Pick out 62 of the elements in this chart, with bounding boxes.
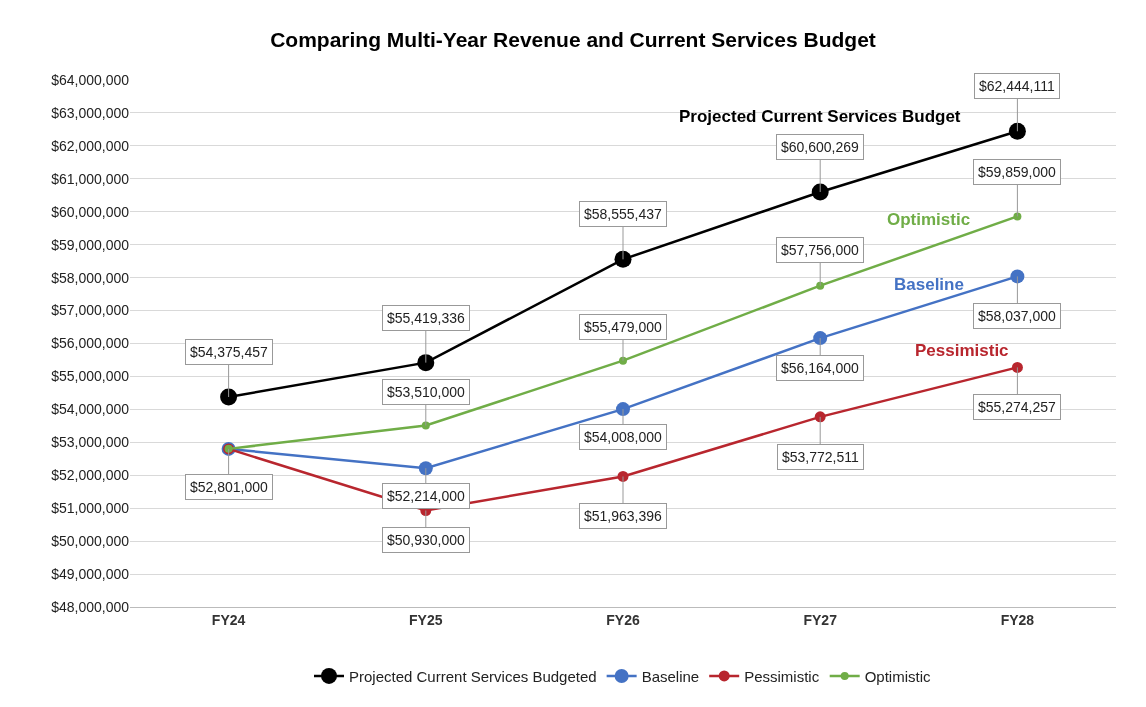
data-label: $62,444,111 (979, 78, 1055, 94)
legend-label: Optimistic (864, 667, 932, 685)
point (417, 354, 435, 372)
data-label: $60,600,269 (781, 139, 860, 155)
point (1011, 361, 1023, 373)
data-label: $55,274,257 (978, 399, 1057, 415)
data-label: $55,479,000 (584, 319, 663, 335)
y-tick-label: $63,000,000 (51, 104, 130, 121)
data-label: $54,375,457 (190, 344, 269, 360)
x-tick-label: FY27 (803, 611, 838, 628)
data-label: $57,756,000 (781, 242, 860, 258)
y-tick-label: $51,000,000 (51, 500, 130, 517)
y-tick-label: $49,000,000 (51, 565, 130, 582)
data-label: $59,859,000 (978, 164, 1057, 180)
x-tick-label: FY24 (211, 611, 246, 628)
annotation: Pessimistic (915, 341, 1009, 360)
data-label: $52,801,000 (190, 479, 269, 495)
x-tick-label: FY26 (606, 611, 640, 628)
y-tick-label: $64,000,000 (51, 71, 130, 88)
data-label: $51,963,396 (584, 508, 663, 524)
y-tick-label: $61,000,000 (51, 170, 130, 187)
annotation: Optimistic (887, 210, 971, 229)
annotation: Projected Current Services Budget (679, 107, 961, 126)
y-tick-label: $62,000,000 (51, 137, 130, 154)
y-tick-label: $57,000,000 (51, 302, 130, 319)
y-tick-label: $56,000,000 (51, 335, 130, 352)
y-tick-label: $60,000,000 (51, 203, 130, 220)
point (813, 331, 828, 346)
chart-title: Comparing Multi-Year Revenue and Current Services Budget (270, 27, 876, 51)
point (816, 281, 825, 290)
point (1010, 269, 1025, 284)
data-label: $53,510,000 (387, 384, 466, 400)
y-tick-label: $58,000,000 (51, 269, 130, 286)
annotation: Baseline (894, 275, 964, 294)
data-label: $58,555,437 (584, 206, 663, 222)
point (811, 183, 829, 201)
legend-label: Pessimistic (744, 667, 820, 685)
y-tick-label: $59,000,000 (51, 236, 130, 253)
y-tick-label: $50,000,000 (51, 533, 130, 550)
x-tick-label: FY28 (1000, 611, 1035, 628)
legend-label: Projected Current Services Budgeted (349, 667, 597, 685)
data-label: $52,214,000 (387, 488, 466, 504)
data-label: $56,164,000 (781, 360, 860, 376)
x-tick-label: FY25 (409, 611, 443, 628)
data-label: $54,008,000 (584, 429, 663, 445)
point (614, 250, 632, 268)
legend-label: Baseline (641, 667, 700, 685)
point (421, 421, 430, 430)
point (418, 461, 433, 476)
data-label: $53,772,511 (782, 449, 860, 465)
y-tick-label: $55,000,000 (51, 368, 130, 385)
point (814, 411, 826, 423)
y-tick-label: $54,000,000 (51, 401, 130, 418)
point (1008, 122, 1026, 140)
point (616, 402, 630, 417)
y-tick-label: $52,000,000 (51, 467, 130, 484)
y-tick-label: $48,000,000 (51, 598, 130, 615)
y-tick-label: $53,000,000 (51, 434, 130, 451)
data-label: $55,419,336 (387, 310, 466, 326)
point (220, 388, 238, 406)
data-label: $50,930,000 (387, 532, 466, 548)
data-label: $58,037,000 (978, 308, 1057, 324)
